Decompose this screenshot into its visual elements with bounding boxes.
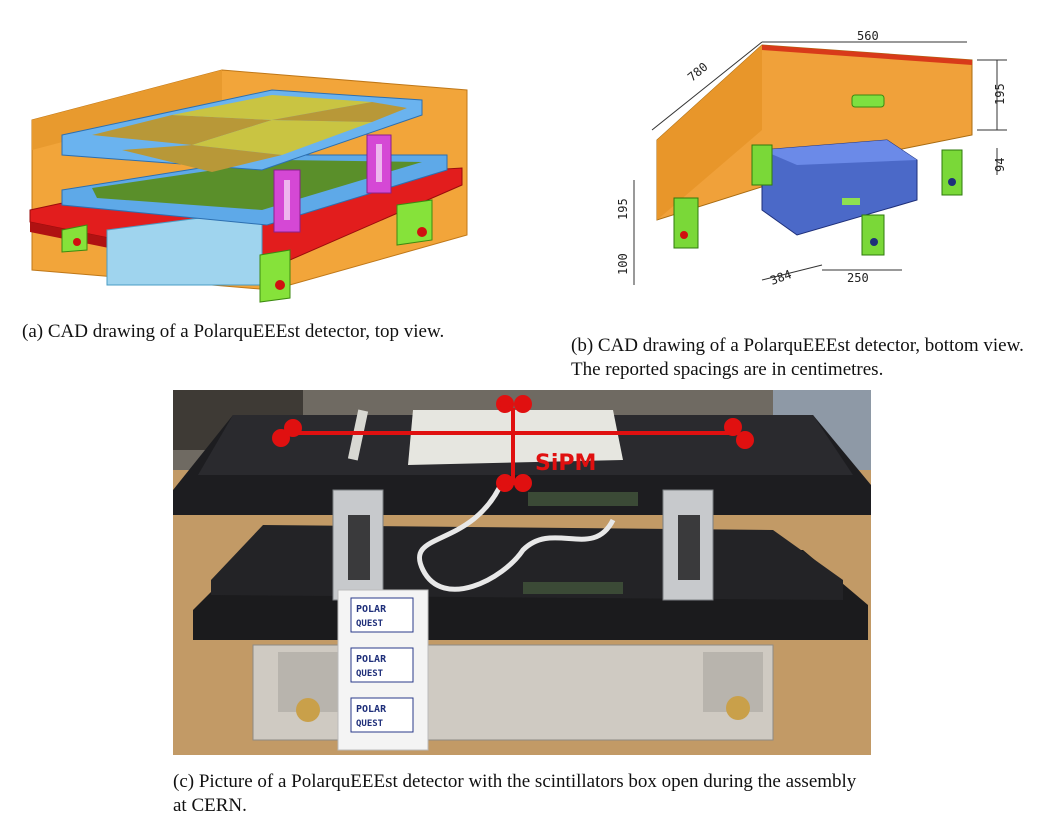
- dim-leg-height: 100: [616, 253, 630, 275]
- dim-front-b: 250: [847, 271, 869, 285]
- panel-c-photo: POLAR QUEST POLAR QUEST POLAR QUEST SiPM: [173, 390, 871, 755]
- dim-top-width: 560: [857, 30, 879, 43]
- panel-b-caption: (b) CAD drawing of a PolarquEEEst detect…: [571, 335, 1024, 380]
- dim-depth: 780: [685, 60, 711, 85]
- sticker-1-line1: POLAR: [356, 604, 387, 615]
- sipm-label: SiPM: [535, 451, 596, 476]
- detector-photo: POLAR QUEST POLAR QUEST POLAR QUEST SiPM: [173, 390, 871, 755]
- sticker-3-line1: POLAR: [356, 704, 387, 715]
- cad-bottom-view-drawing: 560 780 195 94 195 100 384 250: [616, 29, 1007, 288]
- panel-a-caption: (a) CAD drawing of a PolarquEEEst detect…: [22, 321, 445, 342]
- sticker-2-line1: POLAR: [356, 654, 387, 665]
- panel-c-caption: (c) Picture of a PolarquEEEst detector w…: [173, 771, 857, 816]
- sticker-3-line2: QUEST: [356, 719, 384, 729]
- dim-left-height: 195: [616, 198, 630, 220]
- cad-top-view-drawing: [29, 69, 468, 303]
- dim-box-height: 195: [993, 83, 1007, 105]
- sticker-1-line2: QUEST: [356, 619, 384, 629]
- panel-b-figure: 560 780 195 94 195 100 384 250: [612, 29, 1022, 302]
- dim-right-gap: 94: [993, 158, 1007, 172]
- sticker-2-line2: QUEST: [356, 669, 384, 679]
- sipm-annotation: [272, 395, 754, 492]
- panel-a-figure: [22, 60, 482, 308]
- dim-front-a: 384: [768, 267, 793, 288]
